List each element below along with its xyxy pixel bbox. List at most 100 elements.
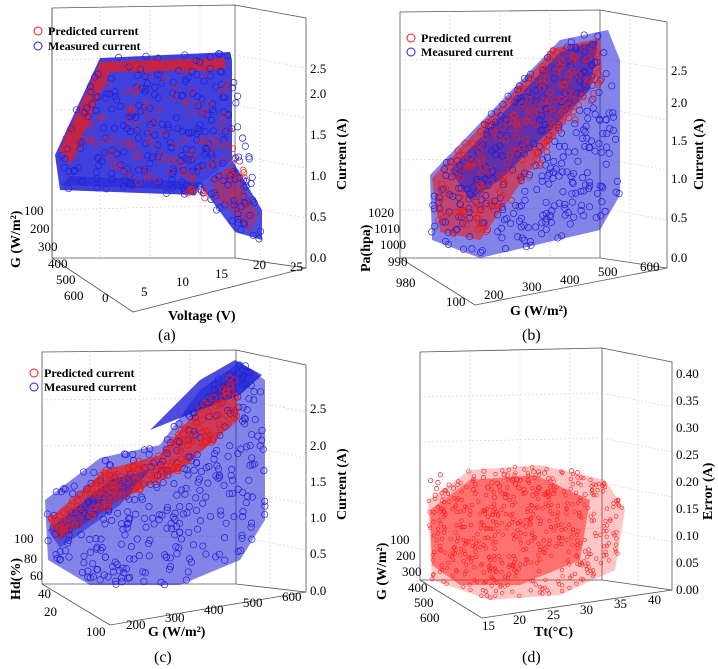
scatter-marker	[428, 477, 434, 484]
y-tick: 600	[64, 288, 84, 303]
scatter-marker	[101, 520, 109, 528]
scatter-marker	[220, 111, 228, 119]
scatter-marker	[516, 566, 521, 571]
scatter-marker	[483, 130, 491, 138]
scatter-marker	[579, 93, 587, 101]
scatter-marker	[572, 189, 580, 197]
scatter-marker	[448, 553, 453, 558]
scatter-marker	[481, 175, 489, 183]
scatter-marker	[514, 233, 522, 241]
scatter-marker	[94, 70, 102, 78]
scatter-marker	[128, 107, 135, 115]
scatter-marker	[226, 172, 234, 180]
scatter-marker	[545, 180, 553, 188]
scatter-marker	[164, 471, 172, 479]
scatter-marker	[437, 518, 442, 523]
scatter-marker	[489, 487, 494, 492]
x-tick: 400	[204, 602, 224, 617]
scatter-marker	[100, 485, 108, 493]
scatter-marker	[463, 551, 468, 557]
scatter-marker	[511, 537, 517, 542]
scatter-marker	[223, 412, 231, 420]
scatter-marker	[554, 124, 562, 132]
scatter-marker	[195, 127, 203, 135]
scatter-marker	[523, 556, 529, 562]
scatter-marker	[117, 102, 125, 111]
scatter-marker	[233, 404, 241, 412]
scatter-marker	[545, 126, 553, 134]
scatter-marker	[575, 542, 580, 548]
scatter-marker	[168, 524, 176, 532]
scatter-marker	[549, 503, 554, 508]
scatter-marker	[74, 503, 81, 511]
x-tick: 300	[165, 610, 185, 625]
scatter-marker	[454, 539, 460, 544]
z-tick: 0.0	[310, 250, 326, 265]
scatter-marker	[517, 536, 522, 541]
scatter-marker	[140, 480, 148, 488]
scatter-marker	[208, 106, 216, 114]
scatter-marker	[507, 562, 512, 568]
scatter-marker	[90, 504, 97, 512]
scatter-marker	[181, 100, 189, 107]
scatter-marker	[455, 509, 460, 515]
scatter-marker	[92, 107, 100, 115]
scatter-marker	[129, 143, 137, 151]
scatter-marker	[75, 164, 83, 172]
scatter-marker	[448, 536, 453, 541]
panel-d-caption: (d)	[522, 649, 541, 666]
scatter-marker	[504, 472, 510, 478]
scatter-marker	[431, 222, 439, 230]
scatter-marker	[456, 200, 464, 209]
scatter-marker	[494, 569, 499, 574]
scatter-marker	[588, 551, 593, 557]
scatter-marker	[516, 94, 524, 102]
scatter-marker	[490, 512, 495, 517]
scatter-marker	[507, 219, 515, 227]
scatter-marker	[579, 134, 587, 142]
scatter-marker	[192, 57, 200, 65]
scatter-marker	[224, 421, 232, 429]
scatter-marker	[245, 155, 253, 163]
scatter-marker	[457, 174, 465, 182]
scatter-marker	[530, 465, 535, 470]
scatter-marker	[145, 135, 153, 143]
scatter-marker	[434, 204, 442, 212]
scatter-marker	[499, 152, 507, 160]
scatter-marker	[565, 114, 573, 122]
scatter-marker	[568, 178, 576, 186]
scatter-marker	[491, 553, 497, 559]
scatter-marker	[473, 189, 481, 198]
scatter-marker	[149, 514, 157, 522]
z-tick: 2.0	[310, 86, 326, 101]
scatter-marker	[487, 563, 493, 568]
scatter-marker	[461, 139, 469, 147]
scatter-marker	[511, 494, 516, 500]
scatter-marker	[493, 108, 501, 116]
scatter-marker	[574, 532, 580, 537]
scatter-marker	[584, 55, 592, 62]
scatter-marker	[487, 179, 494, 187]
scatter-marker	[509, 477, 515, 483]
scatter-marker	[182, 145, 190, 153]
scatter-marker	[471, 474, 477, 479]
scatter-marker	[492, 506, 497, 511]
scatter-marker	[197, 467, 205, 476]
scatter-marker	[588, 477, 593, 483]
scatter-marker	[555, 510, 561, 515]
scatter-marker	[579, 562, 584, 568]
panel-b-z-ticks: 0.0 0.5 1.0 1.5 2.0 2.5	[671, 63, 687, 265]
scatter-marker	[146, 445, 154, 453]
scatter-marker	[237, 202, 245, 211]
scatter-marker	[500, 560, 505, 566]
scatter-marker	[515, 124, 522, 132]
scatter-marker	[556, 541, 561, 546]
scatter-marker	[572, 509, 577, 514]
scatter-marker	[435, 527, 441, 532]
scatter-marker	[594, 493, 599, 498]
scatter-marker	[108, 175, 116, 183]
scatter-marker	[188, 171, 195, 179]
scatter-marker	[181, 168, 189, 176]
scatter-marker	[144, 171, 152, 179]
scatter-marker	[210, 455, 218, 463]
